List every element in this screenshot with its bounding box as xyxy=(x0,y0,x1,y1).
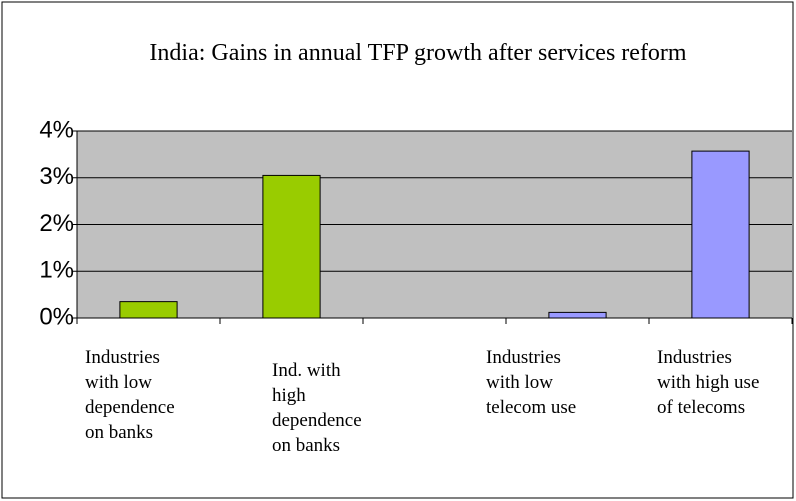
x-tick-label: Ind. with high dependence on banks xyxy=(272,360,362,456)
y-tick-label: 2% xyxy=(39,210,74,237)
bar xyxy=(548,311,607,319)
x-tick-label: Industries with low telecom use xyxy=(486,347,577,418)
x-tick-label: Industries with low dependence on banks xyxy=(85,347,175,443)
bar xyxy=(262,174,321,319)
x-tick-label: Industries with high use of telecoms xyxy=(657,347,760,418)
chart-title: India: Gains in annual TFP growth after … xyxy=(149,40,687,66)
y-tick-label: 4% xyxy=(39,116,74,143)
y-tick-label: 1% xyxy=(39,257,74,284)
y-tick-label: 3% xyxy=(39,163,74,190)
y-tick-label: 0% xyxy=(39,303,74,330)
bar xyxy=(691,150,750,319)
bar xyxy=(119,301,178,319)
